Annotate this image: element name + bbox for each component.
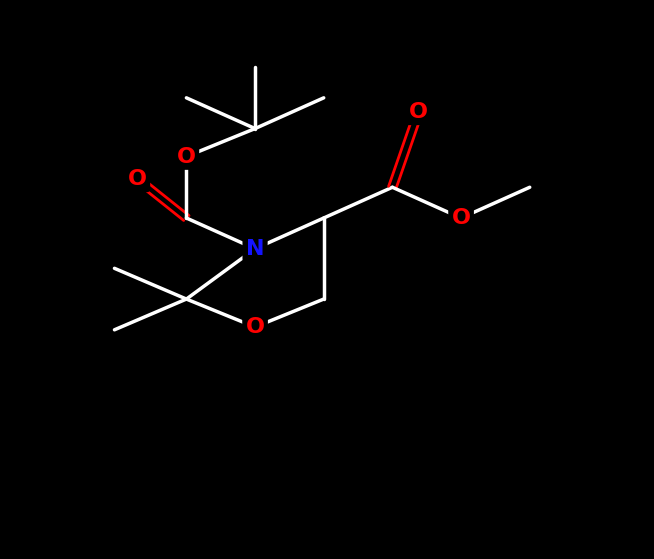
Text: N: N	[246, 239, 264, 259]
Text: O: O	[245, 317, 265, 337]
Text: O: O	[128, 169, 147, 189]
Text: O: O	[451, 208, 471, 228]
Text: O: O	[177, 146, 196, 167]
Text: O: O	[409, 102, 428, 122]
